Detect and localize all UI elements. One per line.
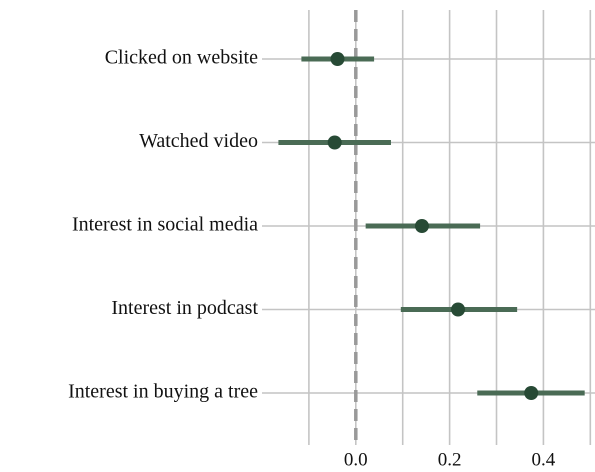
y-tick-label: Interest in buying a tree: [68, 381, 258, 403]
point: [451, 302, 466, 317]
x-tick-label: 0.2: [438, 449, 462, 470]
y-tick-label: Watched video: [139, 130, 258, 152]
y-tick-label: Interest in podcast: [111, 297, 258, 319]
point: [327, 135, 342, 150]
y-tick-label: Clicked on website: [105, 47, 258, 69]
point: [414, 219, 429, 233]
point: [524, 386, 539, 400]
x-tick-label: 0.0: [344, 449, 368, 470]
y-tick-label: Interest in social media: [72, 214, 258, 236]
x-tick-label: 0.4: [532, 449, 556, 470]
point: [330, 52, 345, 66]
